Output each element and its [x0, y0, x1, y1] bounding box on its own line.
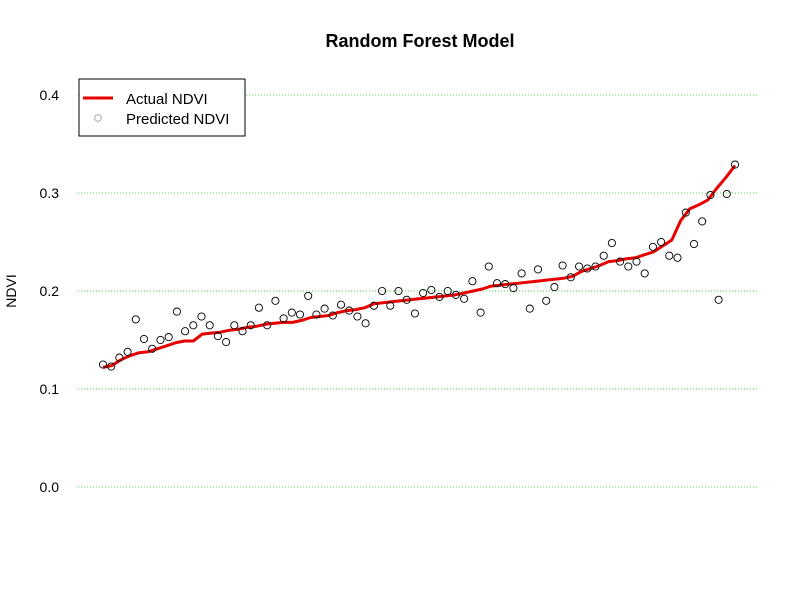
- data-point-predicted-ndvi: [312, 310, 321, 319]
- data-point-predicted-ndvi: [575, 262, 584, 271]
- data-point-predicted-ndvi: [591, 262, 600, 271]
- y-tick-label: 0.1: [40, 381, 60, 397]
- data-point-predicted-ndvi: [254, 303, 263, 312]
- data-point-predicted-ndvi: [378, 286, 387, 296]
- data-point-predicted-ndvi: [410, 309, 419, 318]
- data-point-predicted-ndvi: [517, 269, 526, 278]
- data-point-predicted-ndvi: [632, 257, 641, 266]
- data-point-predicted-ndvi: [181, 327, 190, 336]
- data-point-predicted-ndvi: [607, 238, 616, 248]
- data-point-predicted-ndvi: [714, 295, 723, 304]
- data-point-predicted-ndvi: [131, 315, 140, 324]
- data-point-predicted-ndvi: [460, 294, 469, 303]
- data-point-predicted-ndvi: [509, 284, 518, 293]
- data-point-predicted-ndvi: [271, 296, 280, 305]
- data-point-predicted-ndvi: [304, 291, 313, 300]
- data-point-predicted-ndvi: [156, 335, 165, 345]
- grid-lines: [78, 94, 758, 488]
- data-point-predicted-ndvi: [476, 308, 485, 317]
- data-point-predicted-ndvi: [501, 280, 510, 289]
- data-point-predicted-ndvi: [648, 242, 657, 251]
- data-point-predicted-ndvi: [468, 277, 477, 286]
- data-point-predicted-ndvi: [328, 311, 337, 320]
- series-line-actual-ndvi: [102, 164, 737, 369]
- legend: Actual NDVI Predicted NDVI: [78, 78, 246, 137]
- y-tick-label: 0.2: [40, 283, 60, 299]
- data-point-predicted-ndvi: [706, 190, 715, 200]
- data-point-predicted-ndvi: [558, 261, 567, 270]
- series: [98, 160, 740, 371]
- data-point-predicted-ndvi: [624, 262, 633, 271]
- data-point-predicted-ndvi: [681, 208, 690, 217]
- y-axis-ticks: 0.0 0.1 0.2 0.3 0.4: [40, 87, 60, 495]
- y-axis-label: NDVI: [3, 274, 19, 307]
- data-point-predicted-ndvi: [336, 300, 346, 309]
- data-point-predicted-ndvi: [320, 304, 329, 313]
- data-point-predicted-ndvi: [402, 295, 411, 304]
- data-point-predicted-ndvi: [443, 286, 452, 296]
- data-point-predicted-ndvi: [148, 344, 157, 353]
- legend-swatch-predicted: [94, 114, 102, 122]
- data-point-predicted-ndvi: [98, 360, 108, 369]
- data-point-predicted-ndvi: [123, 347, 132, 356]
- data-point-predicted-ndvi: [550, 283, 559, 292]
- y-tick-label: 0.0: [40, 479, 60, 495]
- data-point-predicted-ndvi: [533, 265, 543, 274]
- y-tick-label: 0.3: [40, 185, 60, 201]
- data-point-predicted-ndvi: [295, 310, 305, 319]
- data-point-predicted-ndvi: [287, 308, 296, 317]
- data-point-predicted-ndvi: [353, 312, 362, 321]
- data-point-predicted-ndvi: [361, 319, 370, 328]
- data-point-predicted-ndvi: [427, 285, 436, 295]
- data-point-predicted-ndvi: [599, 251, 608, 260]
- data-point-predicted-ndvi: [689, 239, 699, 249]
- data-point-predicted-ndvi: [484, 262, 493, 271]
- data-point-predicted-ndvi: [107, 362, 116, 371]
- data-point-predicted-ndvi: [492, 279, 502, 288]
- data-point-predicted-ndvi: [189, 321, 198, 330]
- legend-box: [78, 78, 246, 137]
- data-point-predicted-ndvi: [657, 237, 666, 247]
- data-point-predicted-ndvi: [205, 321, 214, 330]
- data-point-predicted-ndvi: [451, 290, 460, 299]
- data-point-predicted-ndvi: [172, 307, 181, 316]
- data-point-predicted-ndvi: [542, 296, 551, 305]
- data-point-predicted-ndvi: [213, 332, 222, 341]
- data-point-predicted-ndvi: [730, 160, 740, 169]
- data-point-predicted-ndvi: [394, 286, 403, 296]
- y-tick-label: 0.4: [40, 87, 60, 103]
- data-point-predicted-ndvi: [698, 217, 707, 226]
- data-point-predicted-ndvi: [722, 189, 731, 199]
- data-point-predicted-ndvi: [246, 321, 255, 330]
- data-point-predicted-ndvi: [230, 321, 239, 330]
- data-point-predicted-ndvi: [665, 251, 674, 260]
- data-point-predicted-ndvi: [164, 333, 173, 342]
- data-point-predicted-ndvi: [115, 353, 124, 362]
- data-point-predicted-ndvi: [616, 257, 625, 266]
- data-point-predicted-ndvi: [583, 264, 592, 273]
- data-point-predicted-ndvi: [369, 301, 378, 310]
- data-point-predicted-ndvi: [279, 314, 288, 323]
- legend-label-actual: Actual NDVI: [126, 91, 208, 108]
- data-point-predicted-ndvi: [345, 306, 354, 315]
- chart-title: Random Forest Model: [325, 31, 514, 51]
- legend-label-predicted: Predicted NDVI: [126, 111, 229, 128]
- data-point-predicted-ndvi: [197, 312, 206, 321]
- data-point-predicted-ndvi: [139, 334, 149, 344]
- data-point-predicted-ndvi: [435, 292, 444, 301]
- data-point-predicted-ndvi: [222, 337, 231, 347]
- data-point-predicted-ndvi: [386, 301, 395, 310]
- data-point-predicted-ndvi: [640, 269, 649, 278]
- data-point-predicted-ndvi: [566, 273, 575, 282]
- data-point-predicted-ndvi: [673, 253, 682, 262]
- data-point-predicted-ndvi: [238, 327, 247, 336]
- data-point-predicted-ndvi: [263, 321, 272, 330]
- data-point-predicted-ndvi: [525, 304, 534, 313]
- data-point-predicted-ndvi: [419, 288, 428, 298]
